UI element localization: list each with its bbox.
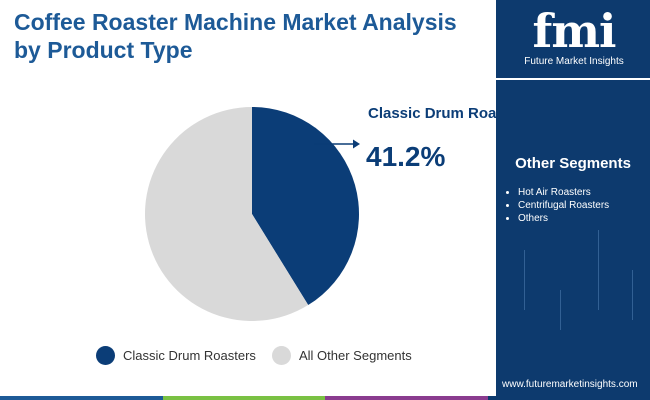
segment-item: Hot Air Roasters [506,186,609,199]
chart-title: Coffee Roaster Machine Market Analysis b… [14,9,457,63]
segments-list: Hot Air Roasters Centrifugal Roasters Ot… [506,186,609,225]
bullet-icon [506,203,509,207]
sidebar-panel: fmi Future Market Insights Other Segment… [496,0,650,400]
accent-segment [162,396,325,400]
segment-item: Others [506,212,609,225]
callout-value: 41.2% [366,141,446,172]
accent-segment [487,396,650,400]
pie-chart [144,107,360,321]
accent-bar [0,396,650,400]
segment-item: Centrifugal Roasters [506,199,609,212]
accent-segment [0,396,163,400]
segment-label: Centrifugal Roasters [518,200,610,211]
callout-label: Classic Drum Roasters [368,105,533,122]
website-url: www.futuremarketinsights.com [502,379,638,390]
segment-label: Others [518,213,549,224]
pie-slice-classic-drum-roasters [252,107,359,306]
bullet-icon [506,216,509,220]
legend-label-classic-drum: Classic Drum Roasters [123,348,256,363]
segments-title: Other Segments [515,155,631,172]
fmi-logo: fmi Future Market Insights [516,8,632,74]
legend-swatch-classic-drum [96,346,115,365]
legend-item-classic-drum: Classic Drum Roasters [96,346,256,365]
legend-swatch-all-other [272,346,291,365]
legend-label-all-other: All Other Segments [299,348,412,363]
accent-segment [325,396,488,400]
sidebar-divider [496,78,650,80]
callout-arrow-head [353,139,360,149]
pie-slice-all-other-segments [144,107,309,321]
logo-text: fmi [532,4,617,58]
bullet-icon [506,190,509,194]
logo-subtext: Future Market Insights [524,56,624,67]
legend-item-all-other: All Other Segments [272,346,412,365]
segment-label: Hot Air Roasters [518,187,591,198]
